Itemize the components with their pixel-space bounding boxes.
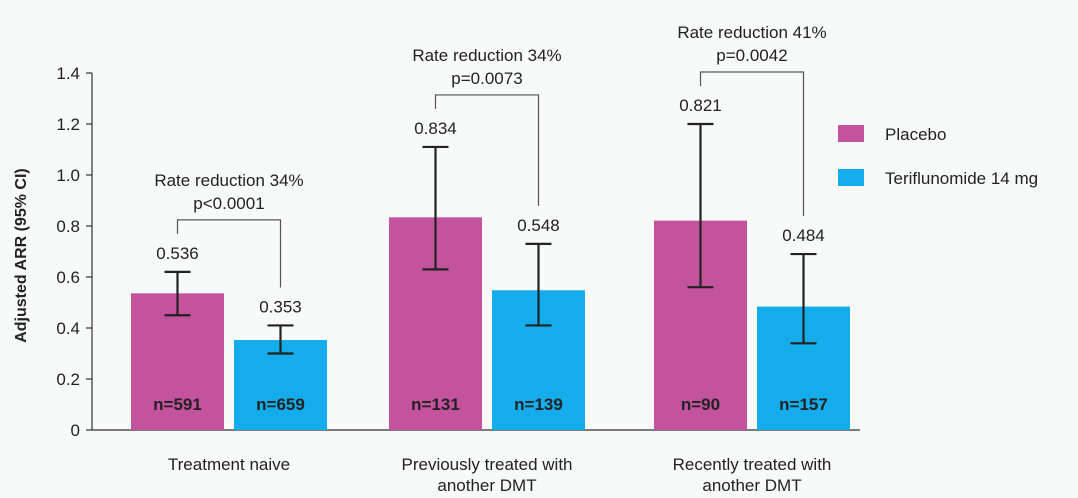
data-label: 0.834: [414, 119, 457, 138]
annotation-rate-reduction: Rate reduction 34%: [154, 171, 303, 190]
legend-swatch: [838, 169, 864, 186]
y-tick-label: 0.2: [56, 370, 80, 389]
n-label: n=139: [514, 395, 563, 414]
data-label: 0.548: [517, 216, 560, 235]
bar: [234, 339, 327, 430]
annotation-rate-reduction: Rate reduction 41%: [677, 23, 826, 42]
n-label: n=90: [681, 395, 720, 414]
legend-label: Teriflunomide 14 mg: [885, 169, 1038, 188]
data-label: 0.536: [156, 244, 199, 263]
category-label: another DMT: [702, 476, 801, 495]
annotation-rate-reduction: Rate reduction 34%: [412, 46, 561, 65]
annotation-p-value: p=0.0073: [451, 69, 522, 88]
n-label: n=157: [779, 395, 828, 414]
data-label: 0.484: [782, 226, 825, 245]
n-label: n=659: [256, 395, 305, 414]
significance-bracket: [176, 219, 282, 288]
data-label: 0.353: [259, 297, 302, 316]
y-tick-label: 0.6: [56, 268, 80, 287]
y-tick-label: 0: [71, 421, 80, 440]
legend-swatch: [838, 125, 864, 142]
n-label: n=591: [153, 395, 202, 414]
legend-label: Placebo: [885, 125, 946, 144]
significance-bracket: [434, 94, 540, 206]
category-label: another DMT: [437, 476, 536, 495]
y-tick-label: 0.4: [56, 319, 80, 338]
y-tick-label: 1.4: [56, 64, 80, 83]
data-label: 0.821: [679, 96, 722, 115]
category-label: Recently treated with: [673, 455, 832, 474]
n-label: n=131: [411, 395, 460, 414]
annotation-p-value: p<0.0001: [193, 194, 264, 213]
category-label: Previously treated with: [401, 455, 572, 474]
y-tick-label: 1.0: [56, 166, 80, 185]
y-tick-label: 1.2: [56, 115, 80, 134]
significance-bracket: [699, 71, 805, 217]
y-tick-label: 0.8: [56, 217, 80, 236]
annotation-p-value: p=0.0042: [716, 46, 787, 65]
category-label: Treatment naive: [168, 455, 290, 474]
y-axis-label: Adjusted ARR (95% CI): [13, 168, 30, 343]
